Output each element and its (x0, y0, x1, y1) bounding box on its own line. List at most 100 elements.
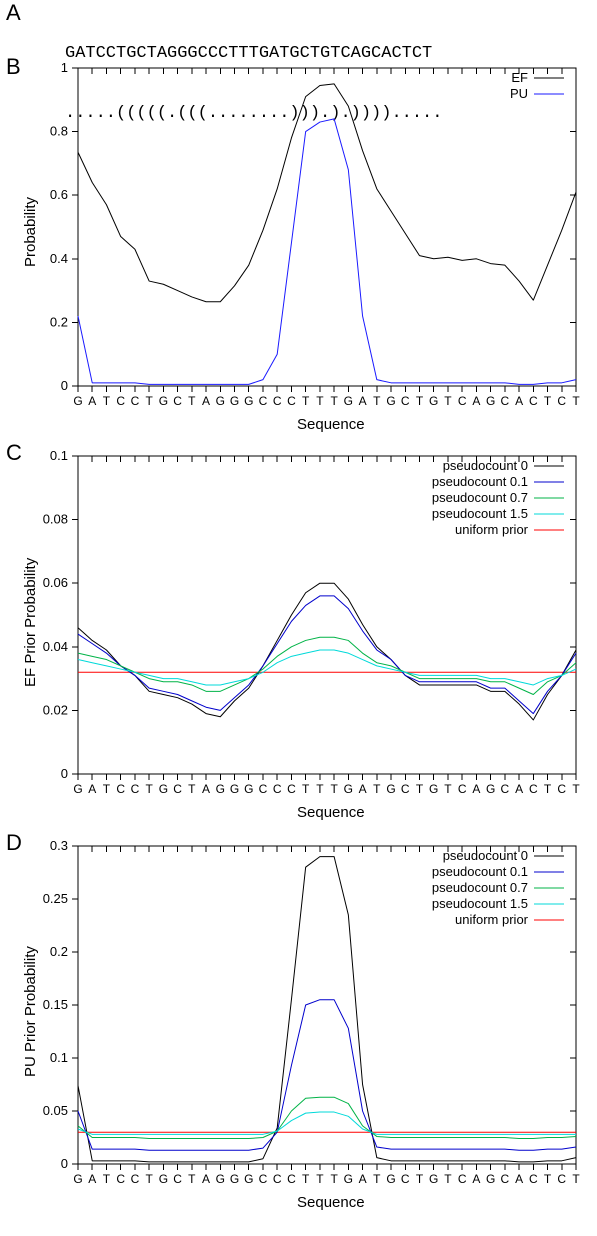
chart-b-xlabel: Sequence (297, 416, 365, 433)
svg-text:C: C (287, 394, 296, 408)
svg-text:A: A (88, 394, 96, 408)
svg-text:0: 0 (61, 1156, 68, 1171)
chart-d-ylabel: PU Prior Probability (22, 946, 39, 1077)
svg-text:T: T (416, 394, 424, 408)
svg-text:G: G (230, 394, 239, 408)
svg-text:C: C (173, 394, 182, 408)
chart-d-svg: 0 0.05 0.1 0.15 0.2 0.25 0.3GATCCTGCTAGG… (20, 838, 586, 1214)
svg-text:C: C (259, 1172, 268, 1186)
svg-text:G: G (230, 782, 239, 796)
svg-text:T: T (330, 782, 338, 796)
chart-c-xlabel: Sequence (297, 804, 365, 821)
svg-text:pseudocount 0.1: pseudocount 0.1 (432, 864, 528, 879)
svg-text:A: A (88, 1172, 96, 1186)
svg-text:C: C (501, 394, 510, 408)
svg-text:pseudocount 0.7: pseudocount 0.7 (432, 880, 528, 895)
svg-text:C: C (173, 1172, 182, 1186)
svg-text:G: G (244, 1172, 253, 1186)
svg-text:C: C (273, 1172, 282, 1186)
panel-d: 0 0.05 0.1 0.15 0.2 0.25 0.3GATCCTGCTAGG… (20, 838, 586, 1214)
svg-text:C: C (501, 782, 510, 796)
svg-text:A: A (515, 782, 523, 796)
svg-text:A: A (359, 1172, 367, 1186)
svg-text:C: C (557, 782, 566, 796)
svg-text:T: T (145, 394, 153, 408)
svg-text:G: G (386, 1172, 395, 1186)
svg-text:C: C (557, 1172, 566, 1186)
svg-text:EF: EF (511, 70, 528, 85)
svg-text:G: G (429, 782, 438, 796)
svg-text:pseudocount 1.5: pseudocount 1.5 (432, 896, 528, 911)
svg-text:A: A (202, 782, 210, 796)
svg-text:G: G (159, 394, 168, 408)
svg-text:T: T (572, 394, 580, 408)
svg-text:G: G (216, 782, 225, 796)
svg-text:A: A (359, 782, 367, 796)
svg-text:A: A (202, 1172, 210, 1186)
svg-text:T: T (572, 782, 580, 796)
svg-text:C: C (131, 1172, 140, 1186)
svg-text:G: G (429, 394, 438, 408)
svg-text:C: C (529, 782, 538, 796)
panel-b: 0 0.2 0.4 0.6 0.8 1GATCCTGCTAGGGCCCTTTGA… (20, 60, 586, 436)
svg-text:T: T (188, 782, 196, 796)
svg-text:C: C (458, 782, 467, 796)
svg-text:T: T (316, 782, 324, 796)
svg-text:T: T (373, 782, 381, 796)
svg-text:G: G (73, 782, 82, 796)
svg-text:T: T (544, 394, 552, 408)
svg-text:A: A (515, 1172, 523, 1186)
svg-text:C: C (401, 782, 410, 796)
svg-text:C: C (287, 1172, 296, 1186)
svg-text:T: T (188, 394, 196, 408)
svg-text:G: G (216, 394, 225, 408)
svg-text:T: T (302, 782, 310, 796)
svg-text:T: T (544, 1172, 552, 1186)
svg-text:G: G (344, 782, 353, 796)
svg-text:A: A (202, 394, 210, 408)
svg-text:C: C (131, 782, 140, 796)
panel-c: 0 0.02 0.04 0.06 0.08 0.1GATCCTGCTAGGGCC… (20, 448, 586, 824)
svg-text:C: C (557, 394, 566, 408)
svg-text:0.1: 0.1 (50, 1050, 68, 1065)
svg-text:pseudocount 0.1: pseudocount 0.1 (432, 474, 528, 489)
svg-text:0.25: 0.25 (43, 891, 68, 906)
svg-text:G: G (73, 1172, 82, 1186)
chart-b-ylabel: Probability (22, 197, 39, 267)
chart-c-ylabel: EF Prior Probability (22, 558, 39, 687)
svg-text:1: 1 (61, 60, 68, 75)
svg-text:C: C (501, 1172, 510, 1186)
svg-text:T: T (103, 394, 111, 408)
svg-text:T: T (330, 1172, 338, 1186)
svg-text:0.1: 0.1 (50, 448, 68, 463)
svg-text:G: G (216, 1172, 225, 1186)
svg-text:T: T (302, 1172, 310, 1186)
svg-text:A: A (359, 394, 367, 408)
svg-text:G: G (244, 394, 253, 408)
svg-text:0.3: 0.3 (50, 838, 68, 853)
svg-text:0.6: 0.6 (50, 187, 68, 202)
panel-label-b: B (6, 54, 21, 80)
svg-text:C: C (131, 394, 140, 408)
svg-text:T: T (302, 394, 310, 408)
svg-text:T: T (416, 1172, 424, 1186)
svg-text:C: C (259, 394, 268, 408)
svg-text:0.2: 0.2 (50, 314, 68, 329)
svg-text:0.2: 0.2 (50, 944, 68, 959)
svg-text:0.06: 0.06 (43, 575, 68, 590)
chart-c-svg: 0 0.02 0.04 0.06 0.08 0.1GATCCTGCTAGGGCC… (20, 448, 586, 824)
svg-text:pseudocount 0.7: pseudocount 0.7 (432, 490, 528, 505)
svg-text:G: G (386, 782, 395, 796)
svg-text:C: C (273, 394, 282, 408)
svg-text:A: A (515, 394, 523, 408)
svg-text:G: G (344, 394, 353, 408)
svg-text:T: T (145, 1172, 153, 1186)
svg-text:A: A (472, 782, 480, 796)
svg-text:T: T (316, 1172, 324, 1186)
svg-text:C: C (458, 394, 467, 408)
svg-text:uniform prior: uniform prior (455, 522, 529, 537)
svg-text:pseudocount 1.5: pseudocount 1.5 (432, 506, 528, 521)
svg-text:0.08: 0.08 (43, 512, 68, 527)
svg-text:pseudocount 0: pseudocount 0 (443, 848, 528, 863)
svg-text:C: C (401, 394, 410, 408)
